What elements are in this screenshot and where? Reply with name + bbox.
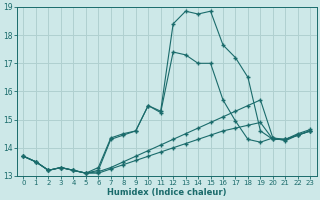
X-axis label: Humidex (Indice chaleur): Humidex (Indice chaleur): [107, 188, 227, 197]
